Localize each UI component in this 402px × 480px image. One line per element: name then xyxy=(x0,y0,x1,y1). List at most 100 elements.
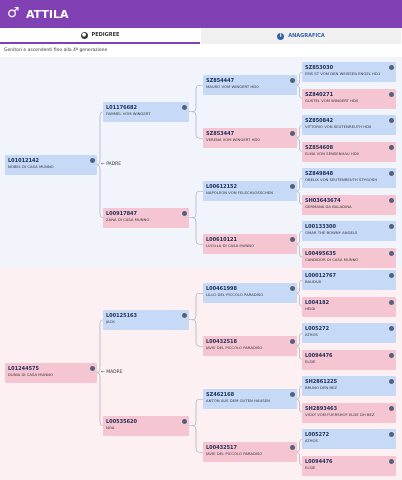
info-icon xyxy=(389,197,394,203)
info-icon xyxy=(389,65,394,70)
dog-card[interactable]: L01012142 NOBEL DI CASA MUNNO xyxy=(5,154,97,175)
dog-card[interactable]: L00133300 OMAR THE BOWNY ANGELS xyxy=(302,221,396,241)
dog-name: JACK xyxy=(106,318,115,324)
dog-code: L00461998 xyxy=(206,286,238,293)
info-icon xyxy=(389,458,394,464)
info-icon xyxy=(389,352,394,358)
tab[interactable]: ● PEDIGREE xyxy=(0,28,200,44)
info-icon xyxy=(290,237,295,243)
dog-card[interactable]: L00012767 BAUDUX xyxy=(302,270,396,290)
connector xyxy=(295,438,304,453)
info-icon xyxy=(389,432,394,437)
dog-card[interactable]: L01244575 DUNIA DI CASA MUNNO xyxy=(5,362,97,383)
dog-card[interactable]: L00612152 NAPOLEON VON FELSCHLOSSCHEN xyxy=(203,181,297,202)
dog-card[interactable]: L00432518 JAVIE DEL PICCOLO PARADISO xyxy=(203,336,297,357)
connector xyxy=(295,84,304,99)
info-icon xyxy=(389,250,394,256)
dog-code: L00610121 xyxy=(206,237,238,244)
dog-card[interactable]: L00495635 CANDIDOR DI CASA MUNNO xyxy=(302,247,396,268)
dog-card[interactable]: L00535620 NOA xyxy=(103,415,189,436)
dog-card[interactable]: SZ840271 GUSTEL VOM WINGERT HD0 xyxy=(302,88,396,109)
dog-name: HEIDI xyxy=(305,305,316,311)
dog-name: FAMMEL VOM WINGERT xyxy=(106,110,151,116)
connector xyxy=(295,451,304,466)
tab-label: ANAGRAFICA xyxy=(288,33,325,39)
connector xyxy=(295,332,304,347)
dog-card[interactable]: SZ854447 MAURO VOM WINGERT HD0 xyxy=(203,75,297,96)
dog-name: BRUNO DEN BEZ xyxy=(305,385,338,390)
parent-label: ← PADRE xyxy=(101,162,121,167)
dog-name: ANTON AUS DEM GUTEN HAUSEN xyxy=(206,398,270,404)
parent-label-text: MADRE xyxy=(106,369,123,375)
parent-label: ← MADRE xyxy=(101,370,123,375)
dog-name: LUCILLA DI CASA MUNNO xyxy=(206,243,255,249)
info-icon xyxy=(389,91,394,97)
dog-card[interactable]: SZ853030 EMS ST VOM DEN WEISSEN ENGEL HD1 xyxy=(302,62,396,82)
dog-name: NAPOLEON VON FELSCHLOSSCHEN xyxy=(206,190,273,196)
dog-name: VITTORIO VON SEUTENREUTH HD0 xyxy=(305,124,372,129)
connector xyxy=(295,177,304,192)
dog-card[interactable]: SH2893463 VICKY VOM FUERSHOF ELDE DH BEZ xyxy=(302,402,396,423)
connector xyxy=(295,385,304,400)
dog-card[interactable]: L00125163 JACK xyxy=(103,309,189,330)
connector xyxy=(95,111,105,166)
connector xyxy=(295,71,304,86)
connector xyxy=(189,190,203,219)
info-icon xyxy=(389,171,394,176)
paw-icon: ● xyxy=(80,31,88,39)
dog-code: L00495635 xyxy=(305,250,337,257)
dog-code: L004182 xyxy=(305,299,330,306)
dog-card[interactable]: SH03643674 GERMANA DA BALADINA xyxy=(302,194,396,215)
info-icon xyxy=(90,157,95,163)
dog-code: SH03643674 xyxy=(305,197,341,204)
dog-card[interactable]: L0094476 ELSIE xyxy=(302,455,396,476)
connector xyxy=(295,243,304,258)
dog-card[interactable]: SZ850842 VITTORIO VON SEUTENREUTH HD0 xyxy=(302,115,396,135)
tab[interactable]: i ANAGRAFICA xyxy=(201,28,401,44)
dog-name: VICKY VOM FUERSHOF ELDE DH BEZ xyxy=(305,411,375,417)
dog-card[interactable]: L005272 ATHOS xyxy=(302,429,396,449)
dog-code: SZ840271 xyxy=(305,91,334,98)
connector xyxy=(189,84,203,113)
info-icon xyxy=(389,224,394,229)
info-icon xyxy=(290,392,295,398)
connector xyxy=(295,345,304,360)
info-icon xyxy=(182,104,187,110)
connector xyxy=(189,398,203,427)
dog-card[interactable]: L0094476 ELSIE xyxy=(302,349,396,370)
info-icon xyxy=(290,339,295,345)
dog-card[interactable]: L004182 HEIDI xyxy=(302,296,396,317)
dog-card[interactable]: L00917847 ZANA DI CASA MUNNO xyxy=(103,207,189,228)
dog-name: GERMANA DA BALADINA xyxy=(305,203,352,209)
dog-card[interactable]: L01176682 FAMMEL VOM WINGERT xyxy=(103,101,189,122)
dog-card[interactable]: SH2861225 BRUNO DEN BEZ xyxy=(302,376,396,396)
dog-name: OBELIX VON SEUTENREUTH STYGOSH xyxy=(305,177,378,182)
connector xyxy=(189,217,203,245)
dog-code: L01244575 xyxy=(8,365,40,372)
connector xyxy=(295,230,304,245)
dog-code: L00612152 xyxy=(206,184,238,191)
dog-card[interactable]: L00610121 LUCILLA DI CASA MUNNO xyxy=(203,234,297,255)
dog-name: ATHOS xyxy=(305,332,318,337)
dog-card[interactable]: SZ849848 OBELIX VON SEUTENREUTH STYGOSH xyxy=(302,168,396,188)
info-icon xyxy=(389,273,394,278)
dog-card[interactable]: L00461998 LILLO DEL PICCOLO PARADISO xyxy=(203,283,297,304)
connector xyxy=(189,319,203,347)
dog-card[interactable]: SZ462168 ANTON AUS DEM GUTEN HAUSEN xyxy=(203,389,297,410)
connector xyxy=(295,279,304,294)
dog-card[interactable]: L00432517 JAVIE DEL PICCOLO PARADISO xyxy=(203,442,297,463)
dog-card[interactable]: SZ854608 ELMA VON SENSENHAU HD0 xyxy=(302,141,396,162)
dog-name: ZANA DI CASA MUNNO xyxy=(106,216,150,222)
dog-name: NOBEL DI CASA MUNNO xyxy=(8,163,54,169)
dog-code: L00125163 xyxy=(106,312,138,319)
header: ♂ ATTILA xyxy=(0,0,402,28)
dog-code: SH2893463 xyxy=(305,405,338,412)
dog-code: L01176682 xyxy=(106,104,138,111)
tab-label: PEDIGREE xyxy=(91,32,120,38)
dog-name: EMS ST VOM DEN WEISSEN ENGEL HD1 xyxy=(305,71,381,76)
dog-card[interactable]: L005272 ATHOS xyxy=(302,323,396,343)
dog-card[interactable]: SZ853447 VERENA VOM WINGERT HD0 xyxy=(203,128,297,149)
dog-code: SZ854608 xyxy=(305,144,334,151)
